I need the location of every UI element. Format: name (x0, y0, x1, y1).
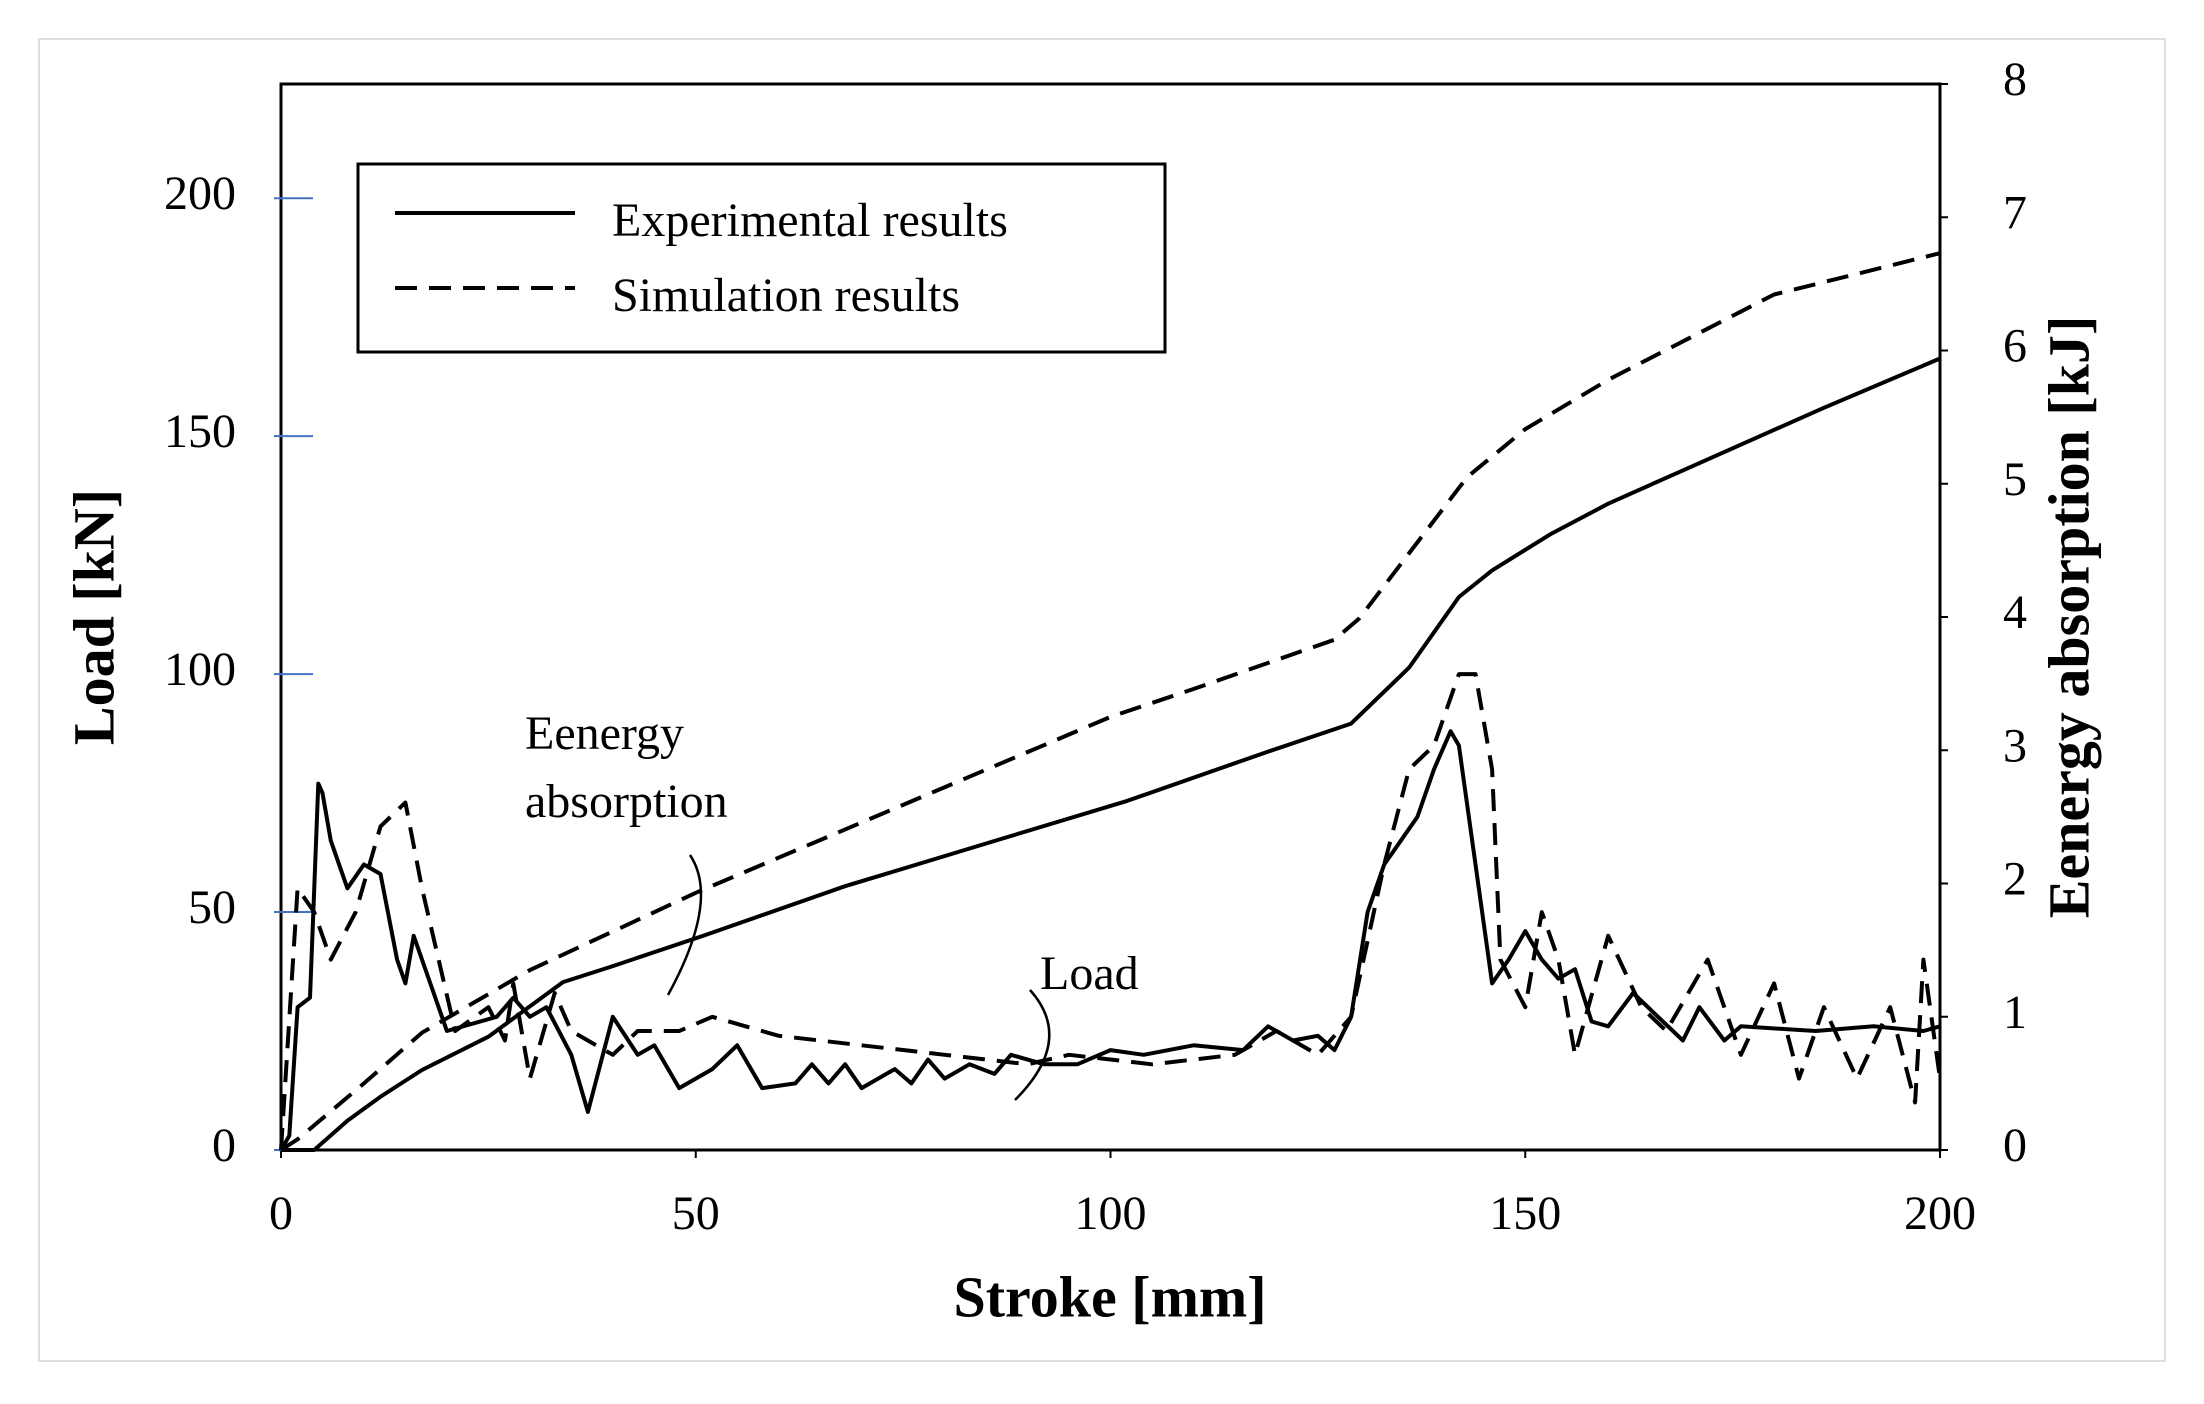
x-tick-label: 200 (1904, 1187, 1976, 1240)
series-line (279, 672, 1942, 1151)
y2-tick-label: 4 (2003, 586, 2027, 639)
x-tick-label: 0 (269, 1187, 293, 1240)
series-line (281, 356, 1941, 1152)
annotation: Load (1040, 947, 1139, 1000)
annotation-pointer (1014, 989, 1051, 1101)
annotation-pointer (666, 854, 703, 996)
x-axis-title: Stroke [mm] (953, 1264, 1266, 1329)
legend-label: Simulation results (612, 269, 960, 322)
y2-tick-label: 3 (2003, 719, 2027, 772)
y-tick-label: 50 (188, 881, 236, 934)
y2-tick-label: 7 (2003, 186, 2027, 239)
y2-tick-label: 2 (2003, 853, 2027, 906)
annotation: Eenergy (525, 707, 684, 760)
annotation: absorption (525, 775, 728, 828)
x-tick-label: 100 (1075, 1187, 1147, 1240)
y2-tick-label: 5 (2003, 453, 2027, 506)
y-tick-label: 0 (212, 1119, 236, 1172)
y2-tick-label: 1 (2003, 986, 2027, 1039)
legend (356, 162, 1167, 354)
y2-axis-title: Eenergy absorption [kJ] (2036, 316, 2101, 919)
series-line (279, 251, 1941, 1152)
x-tick-label: 50 (672, 1187, 720, 1240)
y-tick-label: 150 (164, 405, 236, 458)
y2-tick-label: 6 (2003, 320, 2027, 373)
series-line (279, 729, 1941, 1152)
y2-tick-label: 8 (2003, 53, 2027, 106)
y-tick-label: 100 (164, 643, 236, 696)
legend-label: Experimental results (612, 194, 1008, 247)
y2-tick-label: 0 (2003, 1119, 2027, 1172)
x-tick-label: 150 (1489, 1187, 1561, 1240)
y-axis-title: Load [kN] (61, 489, 126, 745)
y-tick-label: 200 (164, 167, 236, 220)
outer-frame (38, 38, 2166, 1362)
